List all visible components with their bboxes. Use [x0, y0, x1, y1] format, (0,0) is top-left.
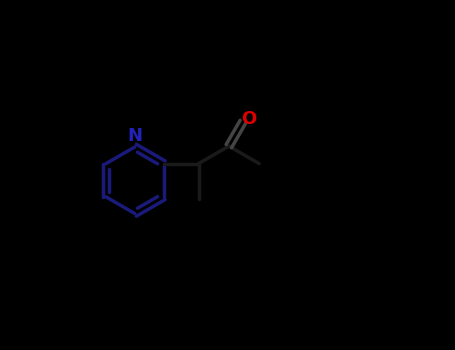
Text: N: N — [127, 127, 142, 145]
Text: O: O — [242, 110, 257, 128]
